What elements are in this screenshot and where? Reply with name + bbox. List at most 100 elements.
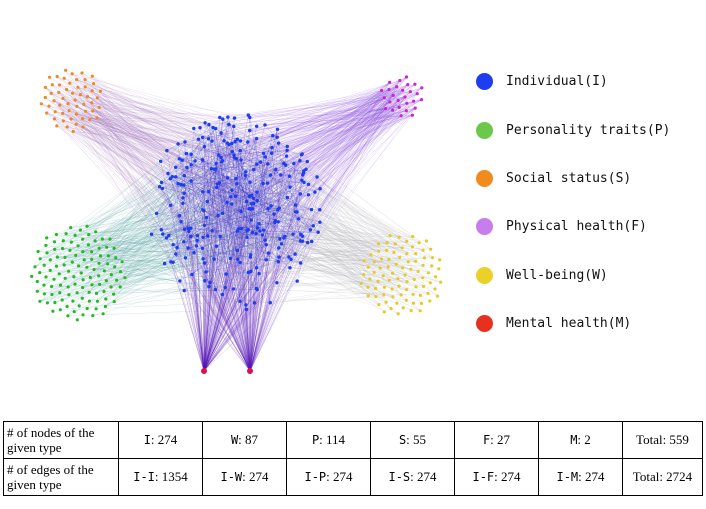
graph-edge	[97, 97, 267, 260]
graph-edge	[249, 200, 258, 372]
graph-edge	[92, 76, 184, 204]
graph-edge	[81, 72, 296, 206]
graph-edge	[209, 228, 240, 283]
graph-edge	[221, 161, 408, 282]
individual-node	[254, 266, 259, 270]
individual-node	[220, 292, 225, 297]
graph-edge	[278, 247, 416, 262]
social-status-node	[88, 118, 92, 122]
graph-edge	[208, 124, 251, 372]
graph-edge	[69, 110, 212, 169]
graph-edge	[89, 119, 268, 184]
well-being-node	[392, 250, 396, 254]
graph-edge	[270, 174, 311, 231]
social-status-node	[61, 96, 65, 100]
individual-node	[224, 272, 228, 276]
individual-node	[176, 181, 180, 186]
social-status-node	[73, 98, 77, 102]
graph-edge	[203, 153, 303, 372]
graph-edge	[203, 217, 207, 372]
graph-edge	[45, 97, 238, 232]
graph-edge	[281, 82, 390, 244]
graph-edge	[166, 143, 179, 151]
graph-edge	[53, 100, 266, 241]
graph-edge	[151, 138, 257, 235]
graph-edge	[283, 83, 416, 164]
individual-node	[178, 279, 182, 283]
graph-edge	[194, 160, 375, 273]
individual-node	[274, 167, 278, 172]
graph-edge	[161, 219, 252, 230]
well-being-node	[400, 246, 404, 250]
well-being-node	[436, 294, 440, 298]
graph-edge	[202, 159, 251, 372]
graph-edge	[69, 83, 171, 179]
individual-node	[174, 175, 178, 179]
individual-node	[247, 194, 252, 199]
individual-node	[211, 125, 215, 130]
graph-edge	[76, 79, 213, 142]
graph-edge	[162, 82, 390, 235]
physical-legend-dot	[476, 218, 493, 235]
individual-node	[318, 220, 322, 224]
graph-edge	[87, 96, 186, 259]
graph-edge	[172, 154, 220, 177]
graph-edge	[301, 154, 431, 250]
graph-edge	[92, 110, 162, 183]
graph-edge	[228, 144, 251, 372]
graph-edge	[248, 163, 284, 209]
graph-edge	[255, 115, 402, 234]
individual-node	[200, 158, 205, 162]
graph-edge	[305, 107, 416, 170]
graph-edge	[176, 247, 205, 372]
graph-edge	[249, 150, 288, 372]
personality-node	[97, 274, 101, 278]
graph-edge	[208, 230, 213, 287]
graph-edge	[162, 169, 307, 189]
graph-edge	[186, 153, 319, 233]
well-being-node	[385, 241, 389, 245]
graph-edge	[62, 98, 165, 264]
graph-edge	[63, 120, 304, 172]
graph-edge	[251, 188, 321, 196]
graph-edge	[234, 157, 250, 197]
graph-edge	[58, 92, 228, 179]
graph-edge	[87, 96, 203, 249]
legend-item-physical: Physical health(F)	[476, 218, 647, 235]
graph-edge	[234, 141, 251, 372]
graph-edge	[211, 140, 407, 290]
graph-edge	[220, 132, 251, 372]
well-being-node	[414, 252, 418, 256]
graph-edge	[237, 139, 247, 305]
graph-edge	[208, 96, 406, 125]
well-being-node	[398, 255, 402, 259]
graph-edge	[222, 160, 226, 288]
graph-edge	[175, 176, 291, 268]
individual-node	[238, 139, 243, 143]
personality-node	[35, 279, 39, 284]
personality-node	[42, 292, 47, 296]
graph-edge	[319, 209, 413, 237]
graph-edge	[205, 221, 321, 273]
graph-edge	[72, 256, 251, 263]
graph-edge	[310, 90, 382, 231]
graph-edge	[249, 256, 290, 372]
personality-node	[98, 254, 103, 258]
personality-node	[50, 284, 54, 289]
graph-edge	[279, 76, 407, 240]
graph-edge	[196, 97, 385, 247]
graph-edge	[214, 169, 362, 284]
table-cell: I-W: 274	[202, 458, 287, 496]
graph-edge	[221, 86, 397, 163]
graph-edge	[215, 128, 220, 156]
graph-edge	[54, 118, 208, 236]
graph-edge	[207, 201, 251, 372]
graph-edge	[239, 228, 242, 302]
social-status-node	[90, 89, 94, 93]
social-status-node	[62, 76, 66, 80]
personality-node	[65, 304, 69, 309]
personality-node	[64, 232, 68, 236]
graph-edge	[113, 280, 298, 295]
graph-edge	[191, 258, 204, 275]
well-being-node	[388, 234, 392, 238]
